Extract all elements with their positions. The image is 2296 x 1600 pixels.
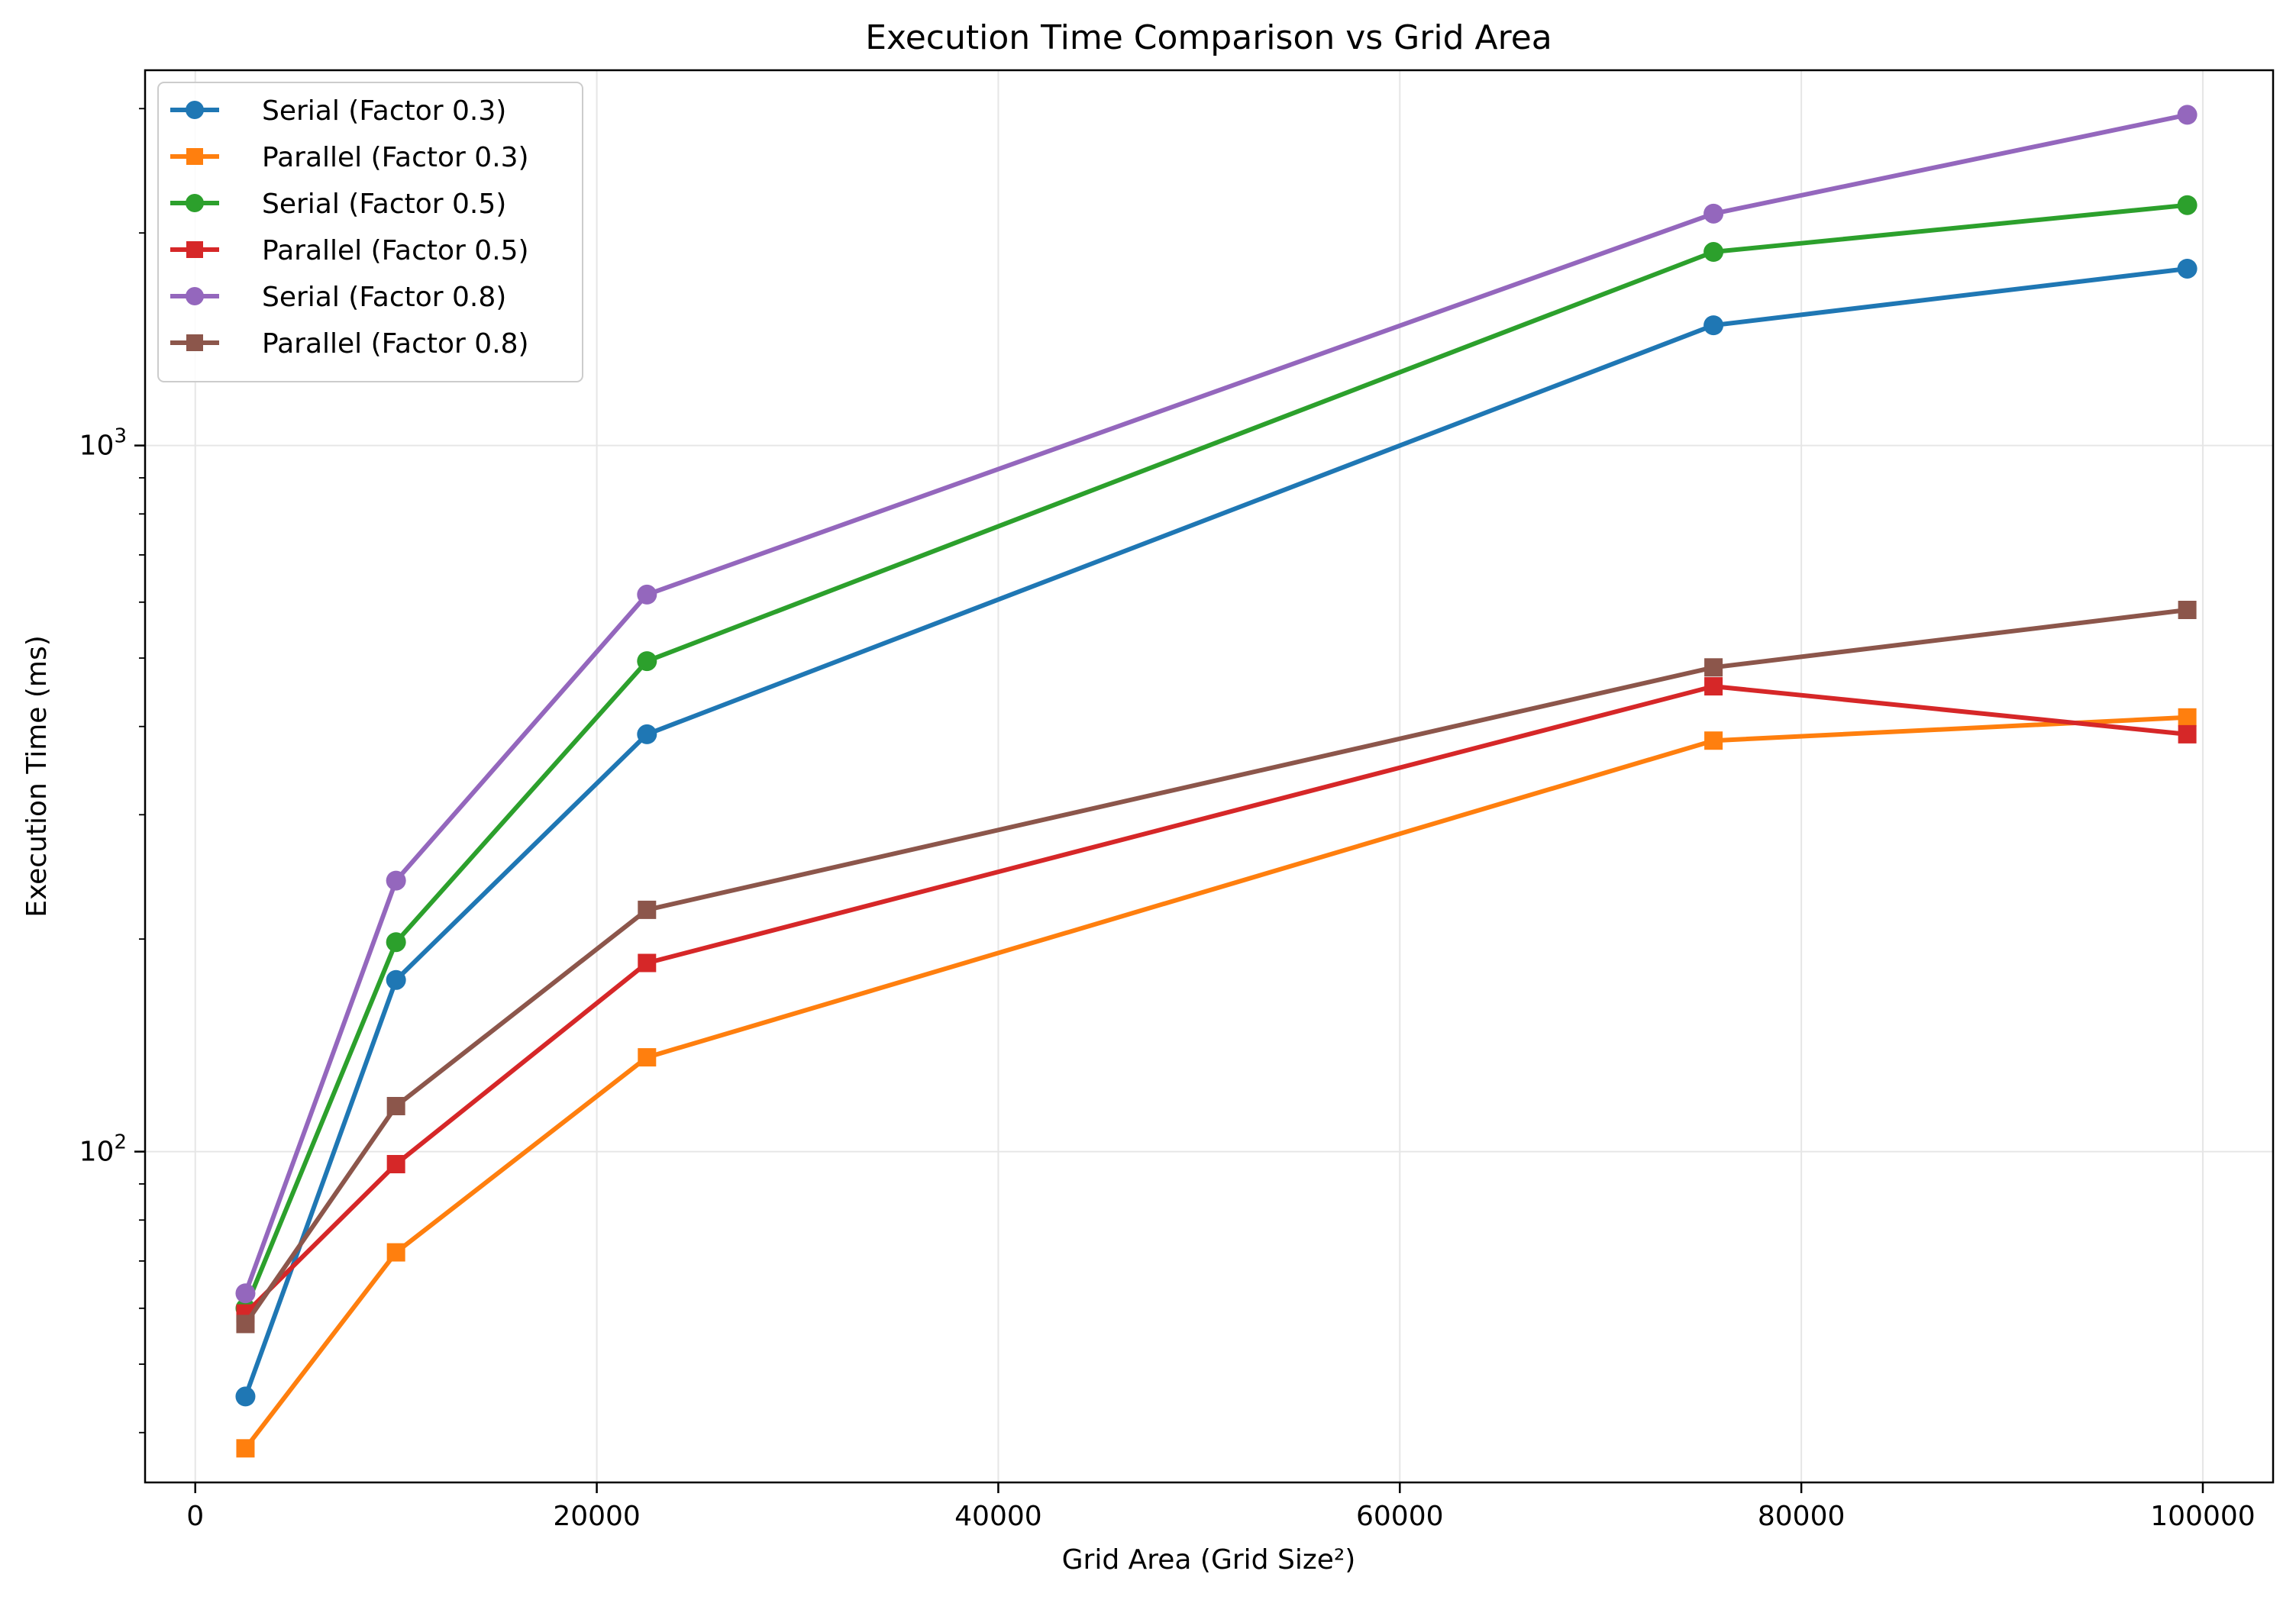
x-tick-label: 0	[186, 1501, 204, 1532]
data-point	[638, 1048, 657, 1067]
legend-label: Parallel (Factor 0.5)	[262, 235, 529, 266]
legend-marker	[186, 101, 204, 119]
data-point	[386, 932, 406, 953]
data-point	[2177, 195, 2198, 215]
data-point	[386, 870, 406, 891]
y-tick-label: 103	[79, 425, 127, 462]
series-layer	[235, 105, 2198, 1458]
data-point	[638, 953, 657, 973]
legend-marker	[186, 334, 203, 351]
data-point	[2177, 105, 2198, 125]
legend-marker	[186, 148, 203, 165]
y-axis-label: Execution Time (ms)	[21, 635, 53, 918]
x-tick-label: 40000	[954, 1501, 1042, 1532]
data-point	[1703, 242, 1724, 263]
data-point	[1704, 658, 1723, 677]
data-point	[236, 1315, 255, 1334]
data-point	[1703, 203, 1724, 224]
data-point	[386, 1155, 405, 1174]
legend-label: Serial (Factor 0.5)	[262, 189, 506, 220]
data-point	[2177, 258, 2198, 279]
x-tick-label: 80000	[1758, 1501, 1846, 1532]
data-point	[1704, 731, 1723, 750]
plot-frame	[144, 69, 2275, 1484]
x-tick-label: 60000	[1356, 1501, 1444, 1532]
legend-label: Serial (Factor 0.3)	[262, 95, 506, 127]
data-point	[386, 1096, 405, 1115]
data-point	[2178, 708, 2197, 727]
y-tick-label: 102	[79, 1131, 127, 1168]
data-point	[235, 1283, 256, 1304]
legend-marker	[186, 194, 204, 212]
axis-ticks: 0 20000 40000 60000 80000 100000 102 103	[79, 108, 2256, 1532]
x-tick-label: 20000	[553, 1501, 641, 1532]
data-point	[637, 584, 657, 605]
data-point	[1703, 315, 1724, 336]
data-point	[236, 1439, 255, 1458]
data-point	[637, 724, 657, 744]
data-point	[2178, 600, 2197, 619]
legend-marker	[186, 241, 203, 258]
legend-label: Parallel (Factor 0.8)	[262, 328, 529, 360]
chart-title: Execution Time Comparison vs Grid Area	[865, 18, 1552, 57]
data-point	[2178, 724, 2197, 744]
data-point	[235, 1386, 256, 1407]
data-point	[637, 651, 657, 672]
data-point	[1704, 677, 1723, 696]
data-point	[638, 900, 657, 919]
data-point	[386, 969, 406, 990]
legend-label: Serial (Factor 0.8)	[262, 282, 506, 313]
x-axis-label: Grid Area (Grid Size²)	[1062, 1544, 1356, 1576]
legend: Serial (Factor 0.3) Parallel (Factor 0.3)…	[157, 82, 583, 382]
legend-box	[157, 82, 583, 382]
x-tick-label: 100000	[2150, 1501, 2255, 1532]
data-point	[386, 1243, 405, 1262]
legend-marker	[186, 287, 204, 305]
legend-label: Parallel (Factor 0.3)	[262, 142, 529, 173]
